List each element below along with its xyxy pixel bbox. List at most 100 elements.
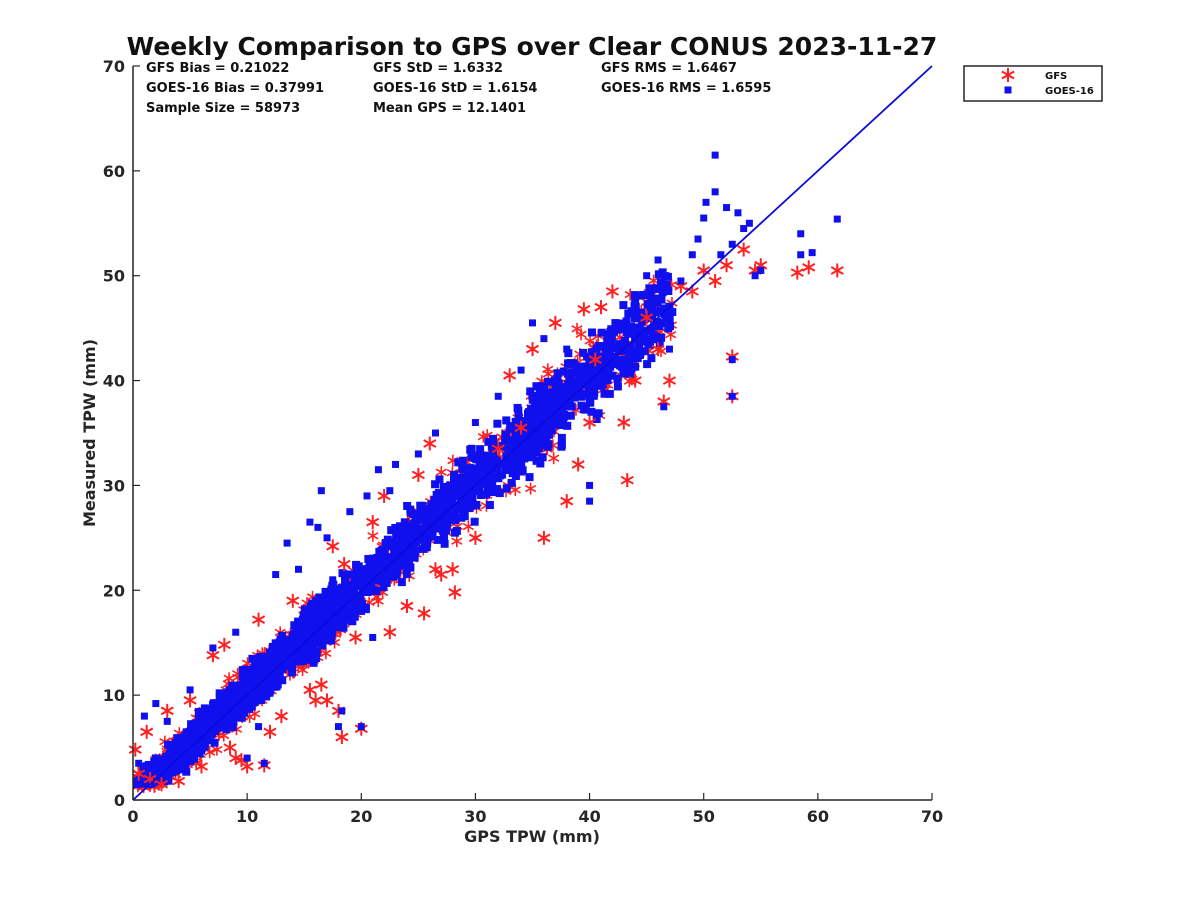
goes-cloud-point	[196, 721, 205, 730]
goes-cloud-point	[613, 374, 622, 383]
goes-cloud-point	[462, 501, 471, 510]
goes-cloud-point	[377, 558, 386, 567]
goes-cloud-point	[406, 523, 415, 532]
goes-cloud-point	[586, 398, 595, 407]
goes-cloud-point	[635, 343, 644, 352]
goes-cloud-point	[194, 707, 203, 716]
goes-cloud-point	[313, 635, 322, 644]
goes-cloud-point	[536, 459, 545, 468]
goes-cloud-point	[590, 389, 599, 398]
goes-cloud-point	[157, 764, 166, 773]
goes-cloud-point	[516, 456, 525, 465]
goes-cloud-point	[419, 534, 428, 543]
gfs-point	[286, 593, 300, 608]
goes-cloud-point	[279, 650, 288, 659]
goes-cloud-point	[364, 555, 373, 564]
goes-point	[797, 230, 805, 238]
goes-cloud-point	[260, 660, 269, 669]
goes-point	[700, 214, 708, 222]
goes-cloud-point	[288, 668, 297, 677]
goes-cloud-point	[265, 661, 274, 670]
goes-cloud-point	[263, 680, 272, 689]
gfs-point	[251, 612, 266, 627]
gfs-point	[491, 441, 505, 456]
goes-cloud-point	[648, 295, 657, 304]
goes-cloud-point	[140, 776, 149, 785]
goes-cloud-point	[554, 399, 563, 408]
goes-cloud-point	[338, 569, 347, 578]
goes-cloud-point	[653, 298, 662, 307]
goes-cloud-point	[567, 402, 576, 411]
goes-cloud-point	[438, 513, 447, 522]
goes-cloud-point	[400, 553, 409, 562]
goes-cloud-point	[475, 485, 484, 494]
goes-cloud-point	[559, 367, 568, 376]
goes-cloud-point	[645, 284, 654, 293]
goes-cloud-point	[624, 364, 633, 373]
goes-point	[243, 754, 251, 762]
goes-cloud-point	[322, 613, 331, 622]
gfs-point	[140, 724, 154, 739]
goes-cloud-point	[210, 738, 219, 747]
goes-point	[186, 686, 194, 694]
goes-point	[517, 366, 525, 374]
goes-cloud-point	[422, 543, 431, 552]
goes-cloud-point	[409, 540, 418, 549]
goes-cloud-point	[467, 473, 476, 482]
gfs-cloud-point	[575, 328, 587, 341]
goes-cloud-point	[537, 436, 546, 445]
goes-cloud-point	[202, 725, 211, 734]
goes-point	[363, 492, 371, 500]
goes-point	[728, 356, 736, 364]
gfs-point	[383, 625, 397, 640]
goes-cloud-point	[614, 325, 623, 334]
goes-cloud-point	[594, 375, 603, 384]
goes-cloud-point	[625, 359, 634, 368]
goes-cloud-point	[479, 457, 488, 466]
goes-cloud-point	[594, 342, 603, 351]
goes-point	[833, 215, 841, 223]
goes-cloud-point	[215, 723, 224, 732]
goes-cloud-point	[390, 557, 399, 566]
goes-cloud-point	[391, 523, 400, 532]
goes-cloud-point	[345, 610, 354, 619]
goes-cloud-point	[327, 598, 336, 607]
gfs-point	[400, 599, 414, 614]
goes-cloud-point	[643, 360, 652, 369]
goes-point	[711, 188, 719, 196]
legend-label-gfs: GFS	[1045, 71, 1067, 82]
goes-cloud-point	[306, 640, 315, 649]
goes-cloud-point	[568, 368, 577, 377]
goes-cloud-point	[308, 624, 317, 633]
gfs-point	[366, 515, 380, 530]
goes-cloud-point	[661, 285, 670, 294]
goes-cloud-point	[236, 695, 245, 704]
goes-cloud-point	[272, 650, 281, 659]
goes-cloud-point	[245, 704, 254, 713]
gfs-point	[651, 342, 665, 357]
goes-cloud-point	[387, 553, 396, 562]
goes-point	[660, 403, 668, 411]
goes-cloud-point	[406, 545, 415, 554]
goes-cloud-point	[159, 773, 168, 782]
gfs-point	[620, 473, 634, 488]
goes-cloud-point	[189, 749, 198, 758]
gfs-point	[708, 273, 722, 288]
goes-cloud-point	[350, 572, 359, 581]
goes-cloud-point	[388, 572, 397, 581]
goes-cloud-point	[528, 438, 537, 447]
goes-cloud-point	[588, 350, 597, 359]
goes-cloud-point	[506, 453, 515, 462]
goes-cloud-point	[592, 415, 601, 424]
goes-cloud-point	[300, 605, 309, 614]
goes-point	[140, 712, 148, 720]
goes-cloud-point	[445, 481, 454, 490]
goes-cloud-point	[635, 291, 644, 300]
goes-cloud-point	[640, 347, 649, 356]
data-marks	[128, 151, 844, 792]
goes-cloud-point	[458, 461, 467, 470]
goes-cloud-point	[575, 383, 584, 392]
goes-cloud-point	[534, 393, 543, 402]
stat-goes-rms: GOES-16 RMS = 1.6595	[601, 81, 771, 96]
